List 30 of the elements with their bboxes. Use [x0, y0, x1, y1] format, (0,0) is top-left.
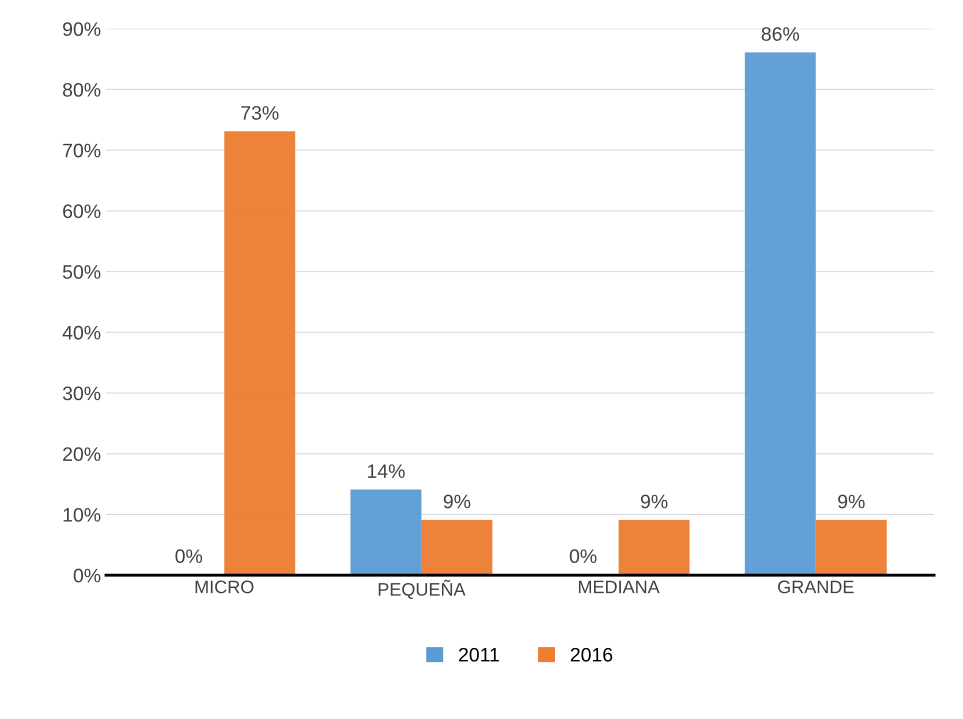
x-tick-label: GRANDE	[778, 580, 854, 594]
legend-label: 2011	[459, 648, 499, 662]
y-tick-label: 0%	[74, 568, 100, 582]
data-label: 0%	[570, 549, 596, 564]
data-label: 86%	[762, 27, 800, 41]
y-tick-label: 90%	[63, 22, 100, 36]
y-tick-label: 10%	[64, 508, 100, 522]
bar	[618, 520, 690, 576]
legend-label: 2016	[570, 648, 612, 662]
y-tick-label: 70%	[63, 144, 100, 158]
data-label: 9%	[838, 494, 865, 508]
bar	[350, 490, 422, 576]
y-tick-label: 80%	[62, 82, 100, 97]
y-tick-label: 50%	[62, 265, 100, 279]
x-tick-label: MICRO	[196, 580, 254, 594]
y-tick-label: 20%	[63, 447, 100, 462]
data-label: 73%	[241, 106, 279, 120]
x-tick-label: MEDIANA	[578, 580, 660, 594]
y-tick-label: 60%	[63, 204, 100, 218]
data-label: 0%	[175, 549, 202, 564]
y-tick-label: 40%	[62, 326, 100, 340]
bar	[816, 520, 887, 576]
data-label: 14%	[368, 464, 405, 478]
bar	[224, 131, 296, 576]
x-tick-label: PEQUEÑA	[378, 580, 466, 599]
bar	[421, 520, 492, 576]
data-label: 9%	[444, 494, 470, 508]
y-tick-label: 30%	[62, 386, 100, 400]
data-label: 9%	[640, 494, 668, 508]
bar	[744, 52, 816, 576]
